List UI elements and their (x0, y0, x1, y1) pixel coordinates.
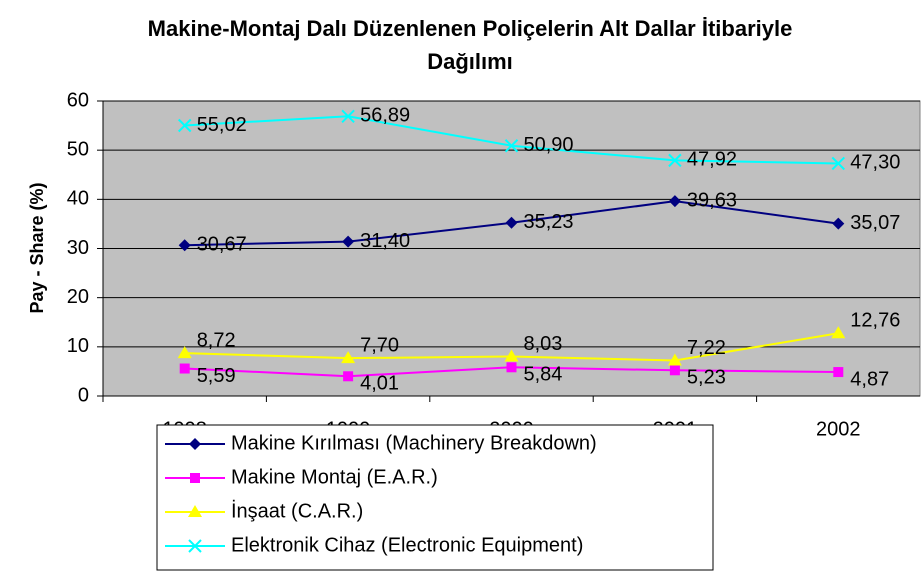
legend-label: Makine Kırılması (Machinery Breakdown) (231, 432, 597, 454)
marker (343, 371, 354, 382)
marker (189, 438, 201, 450)
legend-label: Elektronik Cihaz (Electronic Equipment) (231, 534, 583, 556)
marker (188, 539, 202, 553)
data-label: 12,76 (850, 310, 900, 332)
marker (667, 353, 682, 366)
data-label: 8,03 (524, 333, 563, 355)
data-label: 35,23 (524, 211, 574, 233)
data-label: 7,70 (360, 334, 399, 356)
x-tick-label: 2002 (816, 418, 861, 440)
marker (188, 505, 202, 517)
data-label: 56,89 (360, 105, 410, 127)
y-tick-label: 40 (67, 188, 89, 210)
data-label: 47,30 (850, 152, 900, 174)
data-label: 5,59 (197, 365, 236, 387)
marker (178, 239, 191, 252)
marker (669, 365, 680, 376)
marker (831, 326, 846, 339)
marker (342, 235, 355, 248)
data-label: 39,63 (687, 189, 737, 211)
legend-box (156, 424, 714, 571)
data-label: 47,92 (687, 149, 737, 171)
legend-label: Makine Montaj (E.A.R.) (231, 466, 438, 488)
marker (833, 367, 844, 378)
data-label: 50,90 (524, 134, 574, 156)
data-label: 5,23 (687, 367, 726, 389)
data-label: 35,07 (850, 212, 900, 234)
marker (190, 473, 200, 483)
data-label: 31,40 (360, 230, 410, 252)
data-label: 5,84 (524, 364, 563, 386)
marker (341, 351, 356, 364)
data-label: 4,01 (360, 373, 399, 395)
marker (505, 216, 518, 229)
y-tick-label: 50 (67, 138, 89, 160)
y-axis-label: Pay - Share (%) (27, 182, 47, 313)
y-tick-label: 10 (67, 335, 89, 357)
y-tick-label: 60 (67, 89, 89, 111)
legend-label: İnşaat (C.A.R.) (231, 499, 363, 522)
marker (668, 153, 682, 168)
marker (831, 156, 846, 171)
data-label: 7,22 (687, 337, 726, 359)
y-tick-label: 20 (67, 286, 89, 308)
marker (668, 195, 681, 208)
data-label: 8,72 (197, 329, 236, 351)
data-label: 55,02 (197, 114, 247, 136)
chart-title: Makine-Montaj Dalı Düzenlenen Poliçeleri… (147, 16, 793, 74)
marker (504, 139, 519, 153)
marker (832, 217, 845, 230)
marker (177, 346, 192, 359)
y-tick-label: 30 (67, 237, 89, 259)
marker (504, 349, 519, 362)
data-label: 4,87 (850, 368, 889, 390)
marker (179, 363, 190, 374)
marker (177, 118, 192, 133)
data-label: 30,67 (197, 233, 247, 255)
marker (341, 109, 355, 123)
y-tick-label: 0 (78, 384, 89, 406)
marker (506, 362, 517, 373)
